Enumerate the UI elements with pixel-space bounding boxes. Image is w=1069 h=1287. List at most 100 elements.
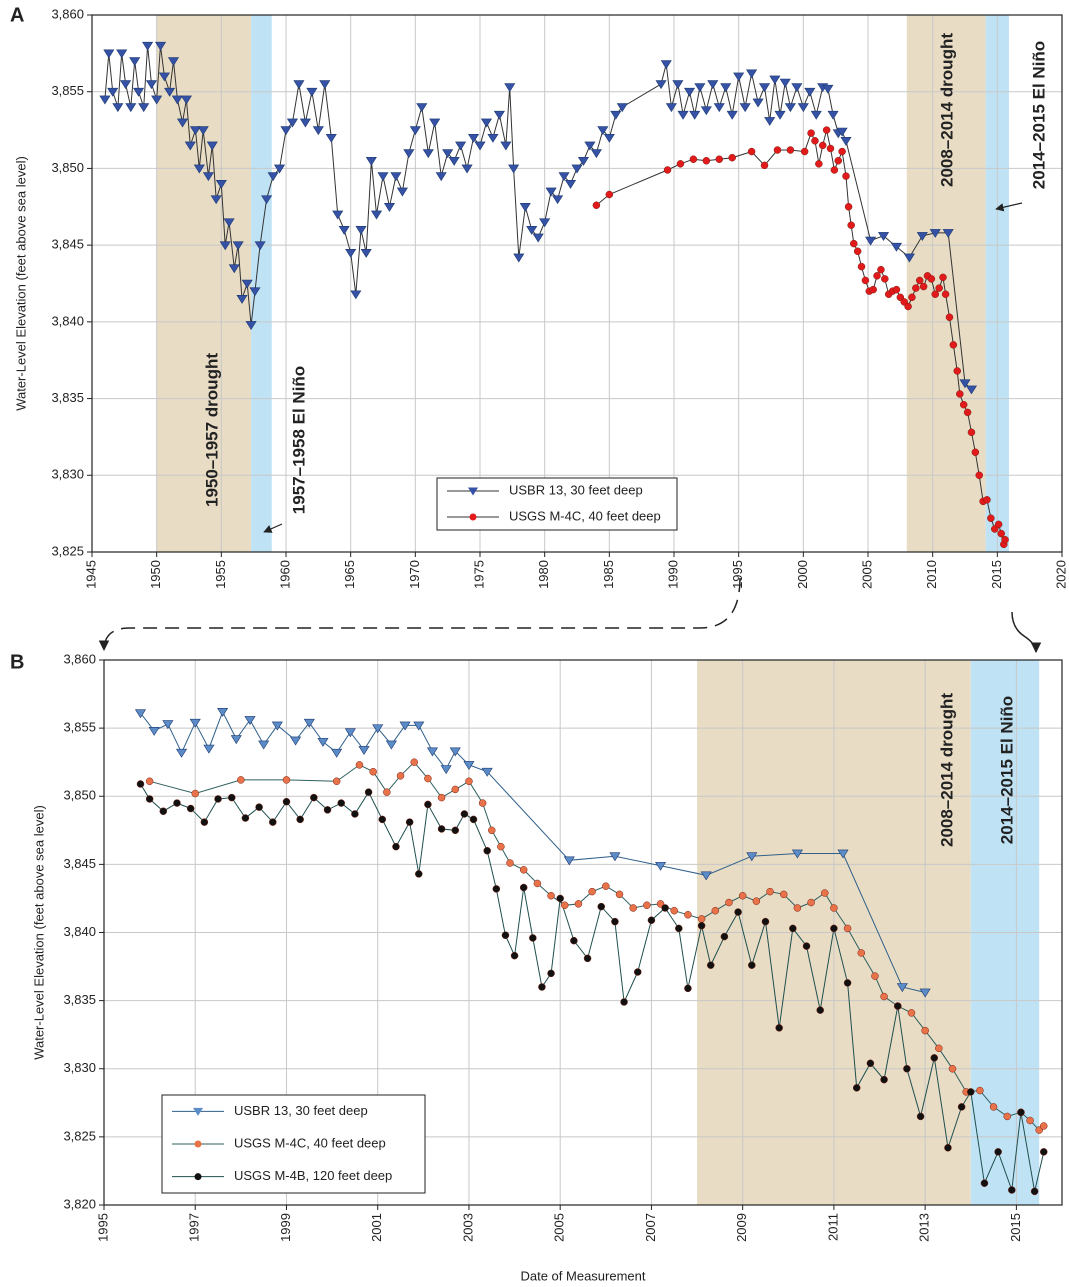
data-point xyxy=(684,984,692,993)
data-point xyxy=(539,218,551,228)
data-point xyxy=(818,141,827,150)
data-point xyxy=(865,236,877,246)
data-point xyxy=(935,284,943,292)
data-point xyxy=(561,901,569,909)
data-point xyxy=(873,272,881,280)
data-point xyxy=(364,788,373,796)
data-point xyxy=(584,141,596,151)
data-point xyxy=(1008,1186,1016,1194)
data-point xyxy=(677,110,689,120)
data-point xyxy=(941,290,950,298)
data-point xyxy=(493,110,505,120)
data-point xyxy=(939,273,947,282)
data-point xyxy=(811,137,819,145)
data-point xyxy=(478,799,487,807)
y-tick-label: 3,845 xyxy=(51,237,84,252)
data-point xyxy=(752,98,764,108)
data-point xyxy=(647,916,656,924)
legend-label: USBR 13, 30 feet deep xyxy=(234,1103,368,1118)
data-point xyxy=(409,126,421,136)
data-point xyxy=(552,195,564,205)
data-point xyxy=(702,157,711,165)
data-point xyxy=(410,758,418,766)
data-point xyxy=(290,736,302,746)
data-point xyxy=(726,110,738,120)
data-point xyxy=(227,793,236,802)
data-point xyxy=(774,110,786,120)
legend-marker xyxy=(193,1107,203,1116)
data-point xyxy=(241,814,250,822)
chart: 3,820 3,825 3,830 3,835 3,840 3,845 3,850 3,855… xyxy=(10,651,1063,1283)
connector xyxy=(98,577,741,652)
y-tick-label: 3,860 xyxy=(51,6,84,21)
data-point xyxy=(857,949,866,957)
data-point xyxy=(896,983,908,993)
data-point xyxy=(547,891,555,900)
x-tick-label: 1945 xyxy=(83,560,98,589)
data-point xyxy=(655,861,667,871)
data-point xyxy=(804,87,816,97)
data-point xyxy=(145,80,158,90)
x-tick-label: 1995 xyxy=(730,560,745,589)
data-point xyxy=(747,147,756,156)
data-point xyxy=(707,80,719,90)
data-point xyxy=(912,284,920,292)
data-point xyxy=(504,83,516,93)
data-point xyxy=(138,103,150,113)
data-point xyxy=(816,1006,824,1014)
data-point xyxy=(670,906,678,915)
data-point xyxy=(350,290,362,300)
data-point xyxy=(171,95,183,105)
x-tick-label: 2009 xyxy=(734,1213,749,1242)
data-point xyxy=(975,471,983,480)
data-point xyxy=(219,241,231,251)
legend-label: USBR 13, 30 feet deep xyxy=(509,482,643,497)
data-point xyxy=(786,146,795,154)
data-point xyxy=(967,1088,975,1096)
data-point xyxy=(133,87,145,97)
data-point xyxy=(611,917,619,926)
data-point xyxy=(592,201,601,210)
data-point xyxy=(791,849,803,859)
x-tick-label: 2011 xyxy=(825,1213,840,1241)
chart: 3,825 3,830 3,835 3,840 3,845 3,850 3,855 3,860… xyxy=(10,4,1068,589)
data-point xyxy=(761,917,770,926)
data-point xyxy=(271,721,283,731)
data-point xyxy=(189,718,201,728)
data-point xyxy=(871,972,879,980)
data-point xyxy=(351,810,359,818)
data-point xyxy=(931,290,940,298)
data-point xyxy=(413,721,425,731)
data-point xyxy=(254,241,266,251)
data-point xyxy=(760,161,769,170)
data-point xyxy=(564,179,577,189)
data-point xyxy=(711,906,720,915)
data-point xyxy=(919,282,928,291)
data-point xyxy=(676,160,685,168)
data-point xyxy=(184,141,196,151)
data-point xyxy=(665,103,677,113)
data-point xyxy=(597,126,609,136)
data-point xyxy=(836,127,848,137)
y-tick-label: 3,825 xyxy=(63,1128,96,1143)
data-point xyxy=(758,83,771,93)
data-point xyxy=(210,195,222,205)
data-point xyxy=(437,825,446,833)
data-point xyxy=(158,72,170,82)
data-point xyxy=(919,988,931,998)
data-point xyxy=(890,242,902,252)
period-label: 1957–1958 El Niño xyxy=(289,366,308,514)
data-point xyxy=(383,202,396,212)
data-point xyxy=(733,72,745,82)
data-point xyxy=(574,900,583,908)
data-point xyxy=(660,60,672,70)
data-point xyxy=(904,302,912,311)
data-point xyxy=(570,936,578,945)
data-point xyxy=(915,276,924,285)
data-point xyxy=(842,172,850,180)
data-point xyxy=(120,80,132,90)
data-point xyxy=(189,126,202,136)
data-point xyxy=(997,529,1005,538)
data-point xyxy=(230,735,242,745)
data-point xyxy=(694,83,706,93)
